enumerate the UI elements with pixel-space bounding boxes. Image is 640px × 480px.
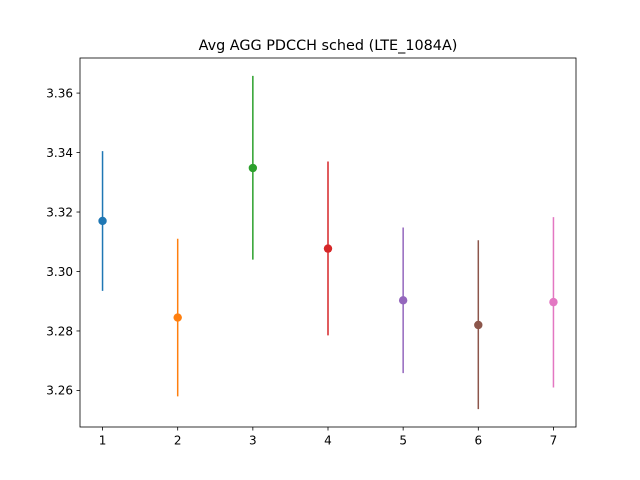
data-point-5 <box>398 296 408 305</box>
data-point-2 <box>173 313 182 322</box>
chart-title: Avg AGG PDCCH sched (LTE_1084A) <box>199 38 458 54</box>
point-group-1 <box>98 151 107 291</box>
x-axis: 1 2 3 4 5 6 7 <box>99 427 558 448</box>
y-tick-label-4: 3.32 <box>46 205 73 219</box>
x-tick-label-1: 1 <box>99 434 107 448</box>
y-tick-label-6: 3.36 <box>46 86 73 100</box>
data-point-3 <box>248 163 258 173</box>
x-tick-label-2: 2 <box>174 434 182 448</box>
y-tick-label-3: 3.30 <box>46 265 73 279</box>
plot-marks <box>98 75 558 410</box>
y-tick-label-5: 3.34 <box>46 146 73 160</box>
plot-frame <box>79 57 577 428</box>
y-tick-label-2: 3.28 <box>46 324 73 338</box>
data-point-7 <box>549 297 558 307</box>
x-tick-label-3: 3 <box>249 434 257 448</box>
point-group-2 <box>173 238 182 397</box>
y-tick-label-1: 3.26 <box>46 384 73 398</box>
x-tick-label-5: 5 <box>399 434 407 448</box>
point-group-3 <box>248 75 258 260</box>
point-group-5 <box>398 227 408 374</box>
x-tick-label-6: 6 <box>474 434 482 448</box>
point-group-4 <box>323 161 333 336</box>
point-group-6 <box>474 240 483 410</box>
y-axis: 3.26 3.28 3.30 3.32 3.34 3.36 <box>46 86 80 398</box>
data-point-6 <box>474 320 483 330</box>
point-group-7 <box>549 217 558 388</box>
x-tick-label-4: 4 <box>324 434 332 448</box>
data-point-4 <box>323 244 333 253</box>
data-point-1 <box>98 216 107 226</box>
x-tick-label-7: 7 <box>550 434 558 448</box>
